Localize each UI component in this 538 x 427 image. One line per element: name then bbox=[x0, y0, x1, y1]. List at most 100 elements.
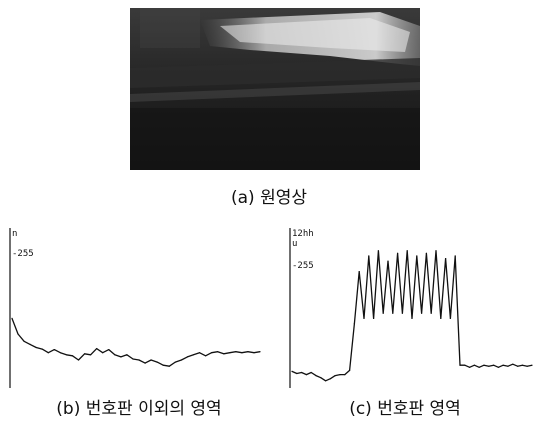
series-line bbox=[291, 250, 533, 382]
data-point bbox=[205, 355, 207, 357]
data-point bbox=[353, 323, 355, 325]
data-point bbox=[126, 354, 128, 356]
data-point bbox=[507, 365, 509, 367]
data-point bbox=[416, 255, 418, 257]
data-point bbox=[358, 271, 360, 273]
tick-label: -255 bbox=[12, 249, 34, 259]
data-point bbox=[478, 366, 480, 368]
data-point bbox=[464, 364, 466, 366]
data-point bbox=[483, 364, 485, 366]
data-point bbox=[329, 378, 331, 380]
caption-original: (a) 원영상 bbox=[230, 188, 307, 208]
data-point bbox=[411, 317, 413, 319]
data-point bbox=[96, 348, 98, 350]
data-point bbox=[186, 356, 188, 358]
data-point bbox=[454, 255, 456, 257]
data-point bbox=[493, 364, 495, 366]
data-point bbox=[114, 354, 116, 356]
data-point bbox=[229, 352, 231, 354]
data-point bbox=[108, 349, 110, 351]
data-point bbox=[35, 346, 37, 349]
data-point bbox=[325, 380, 327, 382]
data-point bbox=[339, 374, 341, 376]
data-point bbox=[41, 348, 43, 350]
data-point bbox=[180, 359, 182, 361]
tick-label: n bbox=[12, 229, 17, 239]
data-point bbox=[488, 365, 490, 367]
data-point bbox=[29, 343, 31, 345]
data-point bbox=[469, 366, 471, 368]
data-point bbox=[132, 358, 134, 360]
data-point bbox=[53, 349, 55, 351]
data-point bbox=[425, 252, 427, 254]
data-point bbox=[47, 352, 49, 354]
data-point bbox=[401, 312, 403, 314]
data-point bbox=[144, 362, 146, 364]
data-point bbox=[397, 252, 399, 254]
data-point bbox=[59, 352, 62, 354]
data-point bbox=[90, 354, 92, 356]
data-point bbox=[320, 377, 322, 379]
data-point bbox=[138, 359, 140, 361]
data-point bbox=[377, 250, 379, 252]
data-point bbox=[531, 364, 533, 366]
data-point bbox=[392, 312, 394, 314]
data-point bbox=[65, 354, 67, 356]
data-point bbox=[296, 372, 298, 375]
data-point bbox=[349, 369, 351, 371]
data-point bbox=[174, 361, 176, 363]
data-point bbox=[102, 352, 104, 354]
series-line bbox=[11, 318, 261, 367]
data-point bbox=[77, 359, 80, 361]
original-image bbox=[130, 8, 420, 170]
data-point bbox=[259, 351, 261, 353]
data-point bbox=[211, 352, 213, 354]
data-point bbox=[387, 260, 389, 262]
tick-label: 12hh bbox=[292, 229, 314, 239]
data-point bbox=[334, 375, 336, 377]
data-point bbox=[344, 374, 346, 376]
data-point bbox=[17, 333, 19, 335]
data-point bbox=[310, 371, 312, 374]
data-point bbox=[512, 363, 514, 365]
data-point bbox=[449, 317, 451, 319]
data-point bbox=[435, 250, 437, 252]
data-point bbox=[150, 359, 152, 361]
data-point bbox=[235, 351, 237, 353]
data-point bbox=[156, 361, 158, 363]
tick-label: u bbox=[292, 239, 297, 249]
data-point bbox=[241, 352, 243, 354]
license-plate-photo bbox=[130, 8, 420, 170]
data-point bbox=[502, 364, 504, 366]
data-point bbox=[368, 255, 370, 257]
data-point bbox=[247, 351, 249, 353]
data-point bbox=[71, 355, 74, 357]
data-point bbox=[192, 354, 195, 356]
data-point bbox=[253, 352, 255, 354]
data-point bbox=[382, 312, 384, 314]
data-point bbox=[526, 365, 528, 367]
data-point bbox=[168, 365, 170, 367]
data-point bbox=[459, 364, 461, 366]
data-point bbox=[421, 312, 423, 314]
data-point bbox=[430, 312, 432, 314]
data-point bbox=[23, 340, 25, 342]
data-point bbox=[11, 317, 13, 319]
caption-plate-region: (c) 번호판 영역 bbox=[349, 399, 461, 419]
data-point bbox=[162, 364, 164, 366]
data-point bbox=[315, 375, 317, 377]
data-point bbox=[120, 356, 122, 358]
profile-chart-outside-plate: n -255 bbox=[9, 228, 261, 388]
data-point bbox=[198, 352, 201, 354]
data-point bbox=[497, 366, 499, 368]
data-point bbox=[473, 364, 475, 366]
data-point bbox=[223, 353, 225, 355]
data-point bbox=[291, 370, 293, 372]
tick-label: -255 bbox=[292, 261, 314, 271]
data-point bbox=[521, 364, 523, 366]
data-point bbox=[305, 374, 307, 376]
data-point bbox=[217, 351, 219, 353]
data-point bbox=[406, 250, 408, 252]
